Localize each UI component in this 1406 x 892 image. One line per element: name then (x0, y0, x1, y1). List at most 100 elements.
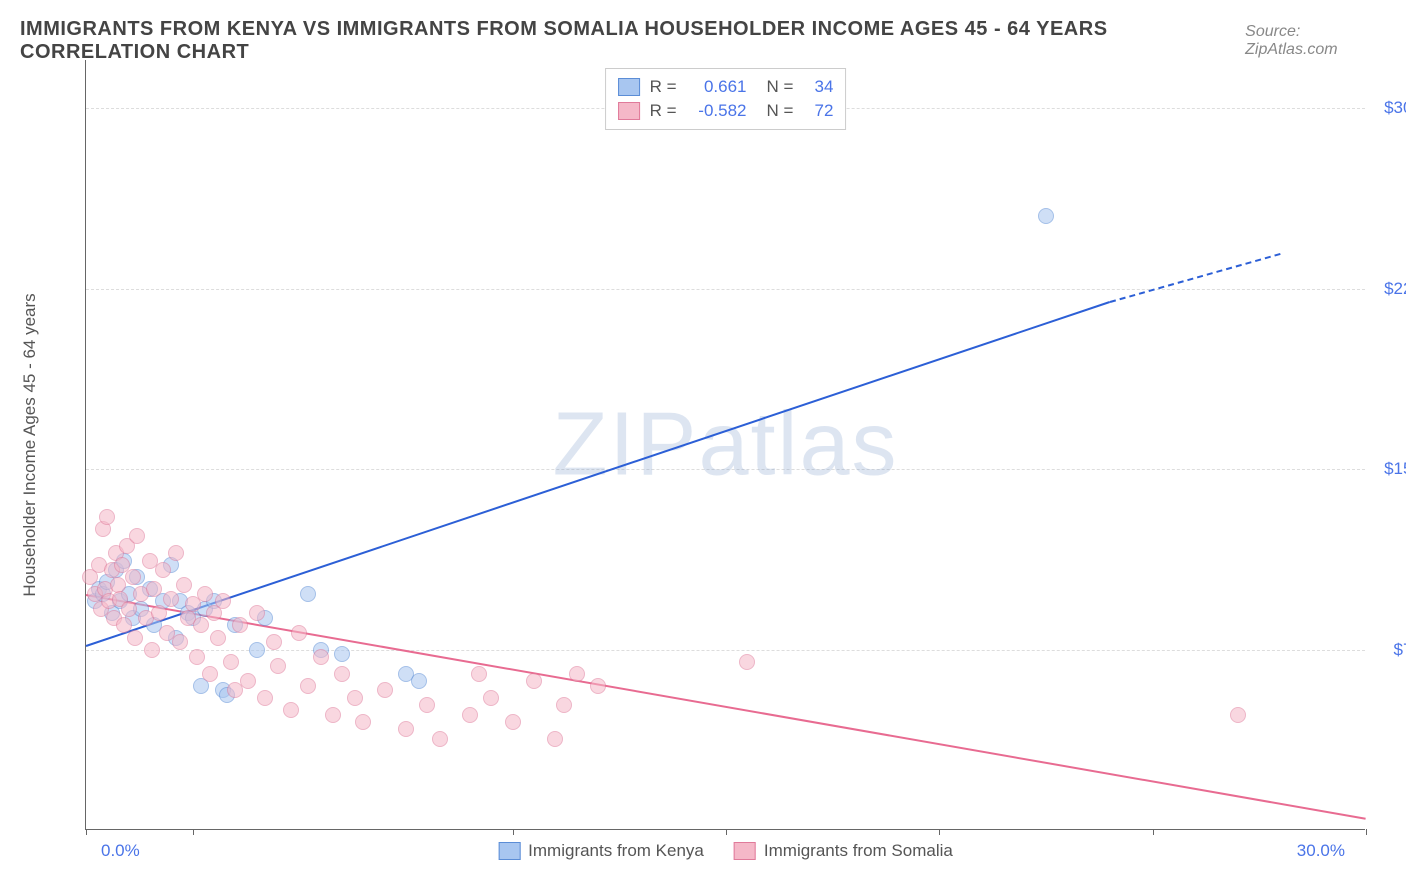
data-point-somalia (99, 509, 115, 525)
data-point-kenya (249, 642, 265, 658)
x-axis-max-label: 30.0% (1297, 841, 1345, 861)
data-point-somalia (197, 586, 213, 602)
data-point-kenya (334, 646, 350, 662)
data-point-somalia (210, 630, 226, 646)
swatch-somalia (618, 102, 640, 120)
data-point-somalia (270, 658, 286, 674)
watermark-text: ZIPatlas (552, 393, 898, 496)
x-tick (1153, 829, 1154, 835)
data-point-somalia (223, 654, 239, 670)
data-point-somalia (283, 702, 299, 718)
data-point-somalia (232, 617, 248, 633)
data-point-somalia (590, 678, 606, 694)
data-point-somalia (155, 562, 171, 578)
data-point-somalia (121, 601, 137, 617)
x-tick (939, 829, 940, 835)
r-label: R = (650, 77, 677, 97)
data-point-somalia (462, 707, 478, 723)
y-tick-label: $225,000 (1375, 279, 1406, 299)
data-point-somalia (189, 649, 205, 665)
series-legend: Immigrants from Kenya Immigrants from So… (498, 841, 953, 861)
data-point-somalia (193, 617, 209, 633)
data-point-somalia (127, 630, 143, 646)
data-point-somalia (146, 581, 162, 597)
scatter-plot: ZIPatlas R = 0.661 N = 34 R = -0.582 N =… (85, 60, 1365, 830)
x-tick (86, 829, 87, 835)
header-bar: IMMIGRANTS FROM KENYA VS IMMIGRANTS FROM… (20, 18, 1386, 64)
legend-item-kenya: Immigrants from Kenya (498, 841, 704, 861)
data-point-somalia (168, 545, 184, 561)
stats-row-somalia: R = -0.582 N = 72 (618, 99, 834, 123)
data-point-somalia (202, 666, 218, 682)
y-axis-label: Householder Income Ages 45 - 64 years (20, 293, 40, 596)
gridline (86, 469, 1365, 470)
data-point-somalia (313, 649, 329, 665)
trend-line (86, 594, 1366, 820)
chart-area: Householder Income Ages 45 - 64 years ZI… (70, 60, 1380, 830)
data-point-somalia (398, 721, 414, 737)
source-attribution: Source: ZipAtlas.com (1245, 23, 1386, 59)
stats-legend: R = 0.661 N = 34 R = -0.582 N = 72 (605, 68, 847, 130)
data-point-somalia (471, 666, 487, 682)
x-axis-min-label: 0.0% (101, 841, 140, 861)
data-point-kenya (1038, 208, 1054, 224)
x-tick (513, 829, 514, 835)
x-tick (726, 829, 727, 835)
series-label-kenya: Immigrants from Kenya (528, 841, 704, 861)
gridline (86, 289, 1365, 290)
data-point-somalia (240, 673, 256, 689)
data-point-somalia (129, 528, 145, 544)
swatch-somalia (734, 842, 756, 860)
legend-item-somalia: Immigrants from Somalia (734, 841, 953, 861)
data-point-somalia (739, 654, 755, 670)
data-point-somalia (377, 682, 393, 698)
data-point-kenya (411, 673, 427, 689)
gridline (86, 650, 1365, 651)
swatch-kenya (618, 78, 640, 96)
data-point-somalia (291, 625, 307, 641)
data-point-somalia (419, 697, 435, 713)
data-point-somalia (172, 634, 188, 650)
data-point-somalia (483, 690, 499, 706)
data-point-somalia (432, 731, 448, 747)
data-point-somalia (125, 569, 141, 585)
n-value-kenya: 34 (803, 77, 833, 97)
x-tick (193, 829, 194, 835)
data-point-somalia (257, 690, 273, 706)
data-point-somalia (556, 697, 572, 713)
series-label-somalia: Immigrants from Somalia (764, 841, 953, 861)
n-label: N = (767, 77, 794, 97)
trend-line (1110, 253, 1281, 303)
data-point-somalia (176, 577, 192, 593)
data-point-somalia (266, 634, 282, 650)
trend-line (86, 301, 1111, 647)
r-value-somalia: -0.582 (687, 101, 747, 121)
data-point-somalia (526, 673, 542, 689)
y-tick-label: $150,000 (1375, 459, 1406, 479)
r-value-kenya: 0.661 (687, 77, 747, 97)
data-point-somalia (325, 707, 341, 723)
data-point-somalia (1230, 707, 1246, 723)
data-point-somalia (163, 591, 179, 607)
stats-row-kenya: R = 0.661 N = 34 (618, 75, 834, 99)
data-point-kenya (300, 586, 316, 602)
y-tick-label: $300,000 (1375, 98, 1406, 118)
data-point-somalia (249, 605, 265, 621)
data-point-somalia (569, 666, 585, 682)
data-point-somalia (215, 593, 231, 609)
chart-title: IMMIGRANTS FROM KENYA VS IMMIGRANTS FROM… (20, 18, 1245, 64)
data-point-somalia (355, 714, 371, 730)
y-tick-label: $75,000 (1375, 640, 1406, 660)
data-point-somalia (505, 714, 521, 730)
data-point-somalia (300, 678, 316, 694)
n-label: N = (767, 101, 794, 121)
n-value-somalia: 72 (803, 101, 833, 121)
swatch-kenya (498, 842, 520, 860)
data-point-somalia (144, 642, 160, 658)
data-point-somalia (547, 731, 563, 747)
x-tick (1366, 829, 1367, 835)
r-label: R = (650, 101, 677, 121)
data-point-somalia (151, 605, 167, 621)
data-point-somalia (347, 690, 363, 706)
data-point-somalia (334, 666, 350, 682)
